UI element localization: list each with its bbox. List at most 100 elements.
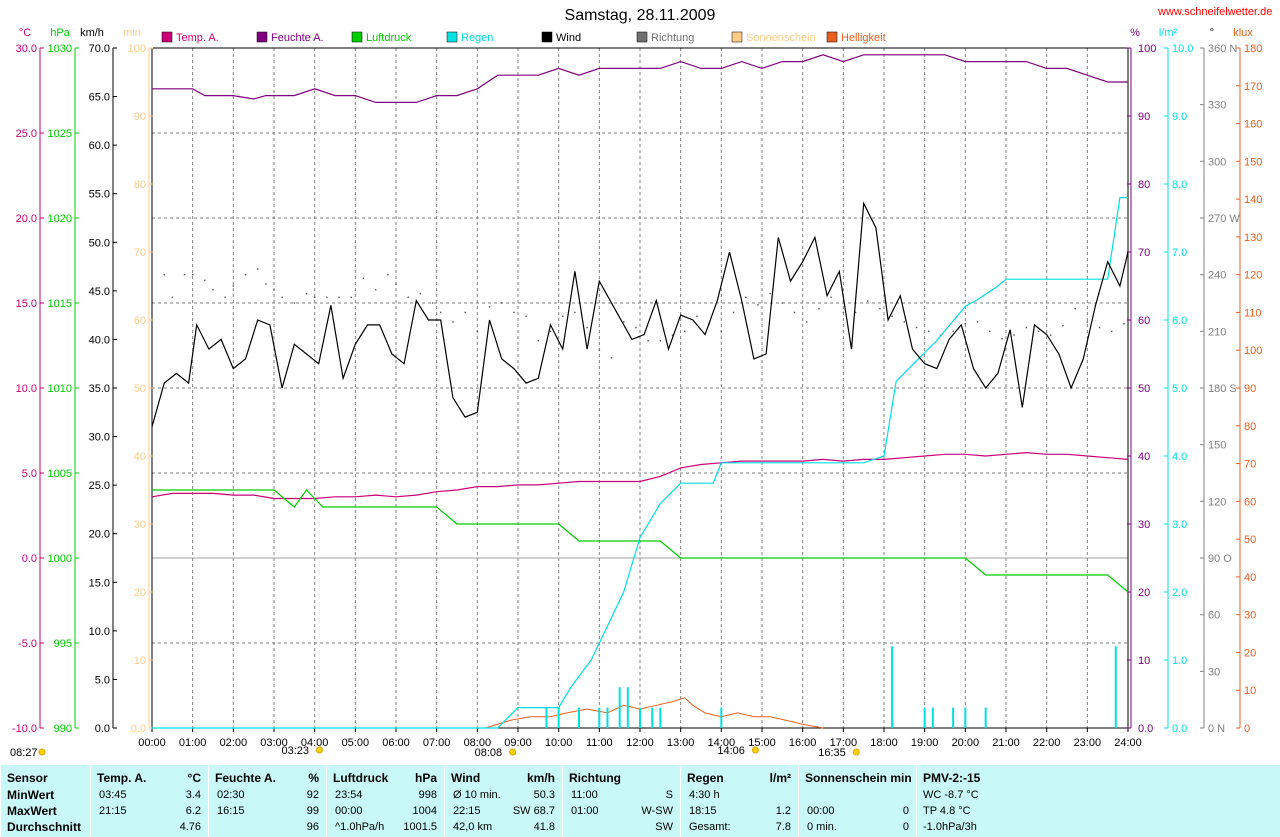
stats-cell-value: 7.8 — [775, 821, 791, 833]
direction-dot — [183, 273, 186, 276]
direction-dot — [1025, 326, 1028, 329]
x-tick-label: 18:00 — [870, 737, 898, 749]
brightness-unit-label: klux — [1233, 27, 1253, 39]
stats-cell-value: SW 68.7 — [512, 805, 555, 817]
brightness-axis-label: 110 — [1244, 307, 1262, 319]
wind-axis-label: 60.0 — [89, 140, 110, 152]
direction-dot — [683, 330, 686, 333]
direction-dot — [952, 330, 954, 333]
legend-label: Helligkeit — [841, 32, 886, 44]
sun-marker-time: 08:27 — [10, 747, 38, 759]
stats-cell-time: 18:15 — [689, 805, 717, 817]
direction-dot — [757, 304, 759, 306]
direction-dot — [1098, 326, 1101, 329]
stats-cell-value: 998 — [418, 789, 437, 801]
rain-axis-label: 6.0 — [1172, 315, 1187, 327]
direction-dot — [313, 296, 316, 299]
x-tick-label: 22:00 — [1033, 737, 1061, 749]
website-link[interactable]: www.schneifelwetter.de — [1158, 6, 1273, 18]
direction-dot — [1086, 321, 1089, 323]
x-tick-label: 04:00 — [301, 737, 329, 749]
brightness-axis-label: 60 — [1244, 496, 1256, 508]
direction-dot — [622, 321, 625, 323]
direction-dot — [1001, 338, 1003, 340]
legend-swatch — [161, 31, 173, 43]
direction-axis-label: 300 — [1208, 156, 1226, 168]
brightness-axis-label: 130 — [1244, 232, 1262, 244]
brightness-axis-label: 100 — [1244, 345, 1262, 357]
direction-dot — [586, 326, 588, 329]
stats-cell-value: S — [665, 789, 673, 801]
wind-axis-label: 35.0 — [89, 383, 110, 395]
direction-dot — [1074, 307, 1076, 310]
direction-axis-label: 30 — [1208, 666, 1220, 678]
stats-cell: MinWert — [7, 788, 55, 802]
temp-axis-label: 0.0 — [22, 553, 37, 565]
sun-axis-label: 70 — [134, 247, 146, 259]
legend-label: Richtung — [651, 32, 694, 44]
stats-cell-value: 6.2 — [185, 805, 201, 817]
x-tick-label: 15:00 — [748, 737, 776, 749]
direction-axis-label: 0 N — [1208, 723, 1225, 735]
direction-dot — [293, 302, 296, 304]
stats-column-rain: Regen l/m² 4:30 h 18:15 1.2 Gesamt: 7.8 — [680, 765, 799, 837]
direction-dot — [842, 311, 845, 314]
stats-cell-time: 4:30 h — [689, 789, 720, 801]
direction-dot — [374, 289, 377, 291]
direction-dot — [326, 296, 328, 299]
direction-dot — [191, 273, 194, 276]
stats-cell-value: SW — [655, 821, 673, 833]
stats-column-pmv: PMV-2:-15 WC -8.7 °C TP 4.8 °C -1.0hPa/3h — [916, 765, 1280, 837]
stats-cell-value: 1.2 — [775, 805, 791, 817]
stats-cell-value: 1001.5 — [403, 821, 437, 833]
direction-dot — [988, 330, 991, 333]
direction-dot — [204, 279, 206, 282]
direction-dot — [1013, 334, 1015, 336]
direction-dot — [281, 296, 283, 299]
direction-axis-label: 120 — [1208, 496, 1226, 508]
stats-column-sunshine: Sonnenschein min 00:00 0 0 min. 0 — [798, 765, 917, 837]
direction-dot — [464, 311, 466, 314]
direction-dot — [362, 277, 365, 280]
direction-dot — [525, 315, 527, 317]
direction-dot — [395, 283, 397, 285]
humidity-axis-label: 90 — [1138, 111, 1150, 123]
x-tick-label: 05:00 — [342, 737, 370, 749]
brightness-axis-label: 140 — [1244, 194, 1262, 206]
humidity-axis-label: 30 — [1138, 519, 1150, 531]
pressure-axis-label: 990 — [54, 723, 72, 735]
stats-cell-value: 0 — [902, 821, 909, 833]
stats-cell: WC -8.7 °C — [923, 789, 979, 801]
brightness-axis-label: 0 — [1244, 723, 1250, 735]
stats-cell-time: ^1.0hPa/h — [335, 821, 385, 833]
direction-dot — [732, 311, 735, 314]
x-tick-label: 20:00 — [952, 737, 980, 749]
wind-axis-label: 50.0 — [89, 237, 110, 249]
direction-axis-label: 270 W — [1208, 213, 1240, 225]
direction-dot — [671, 334, 674, 336]
direction-dot — [610, 357, 613, 359]
stats-header: PMV-2:-15 — [923, 771, 981, 785]
wind-axis-label: 20.0 — [89, 529, 110, 541]
stats-cell-value: 4.76 — [179, 821, 201, 833]
brightness-axis-label: 80 — [1244, 421, 1256, 433]
wind-axis-label: 65.0 — [89, 92, 110, 104]
luftdruck-series-line — [152, 489, 1129, 593]
x-tick-label: 12:00 — [626, 737, 654, 749]
stats-cell-value: 50.3 — [533, 789, 555, 801]
stats-cell: TP 4.8 °C — [923, 805, 971, 817]
statistics-table: Sensor MinWert MaxWert Durchschnitt Temp. A.… — [0, 765, 1280, 837]
stats-column-sensor: Sensor MinWert MaxWert Durchschnitt — [0, 765, 91, 837]
brightness-axis-label: 90 — [1244, 383, 1256, 395]
sun-axis-label: 80 — [134, 179, 146, 191]
direction-dot — [647, 340, 649, 342]
wind-axis-label: 30.0 — [89, 432, 110, 444]
wind-axis-label: 40.0 — [89, 334, 110, 346]
x-tick-label: 01:00 — [179, 737, 207, 749]
weather-chart: 00:00 01:00 02:00 03:00 04:00 05:00 06:00 07:00… — [10, 7, 1262, 759]
direction-dot — [793, 311, 796, 314]
sun-marker-time: 03:23 — [281, 745, 309, 757]
stats-cell-value: 96 — [306, 821, 319, 833]
stats-column-wind: Wind km/h Ø 10 min. 50.3 22:15 SW 68.7 42,0 km… — [444, 765, 563, 837]
direction-dot — [915, 326, 918, 329]
